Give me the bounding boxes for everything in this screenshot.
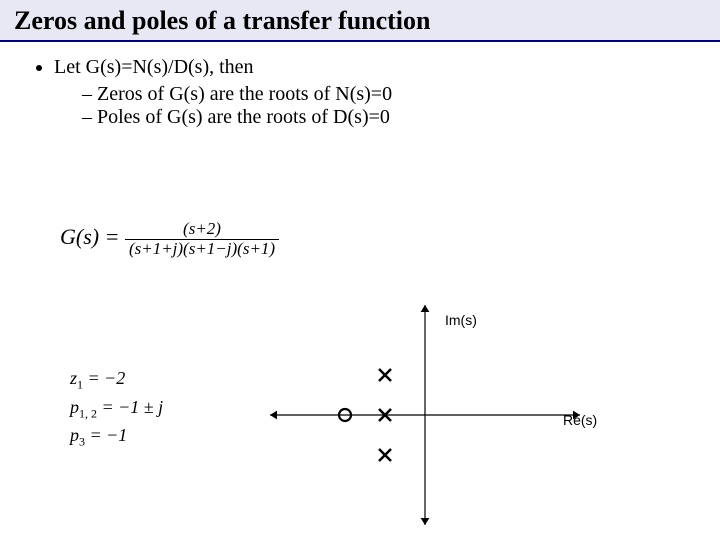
pole-12-sym: p — [70, 397, 79, 417]
equation-lhs: G(s) = — [60, 224, 125, 249]
pole-3: p3 = −1 — [70, 422, 163, 451]
equation-denominator: (s+1+j)(s+1−j)(s+1) — [125, 240, 279, 259]
pole-12-sub: 1, 2 — [79, 406, 97, 420]
bullet-main-text: Let G(s)=N(s)/D(s), then — [54, 56, 254, 78]
bullet-sublist: Zeros of G(s) are the roots of N(s)=0 Po… — [54, 83, 690, 129]
slide-body: Let G(s)=N(s)/D(s), then Zeros of G(s) a… — [0, 42, 720, 129]
zero-1-sym: z — [70, 368, 77, 388]
slide-title: Zeros and poles of a transfer function — [14, 6, 706, 36]
pole-zero-plot: Im(s) Re(s) — [265, 300, 585, 530]
pole-zero-svg — [265, 300, 585, 530]
equation-fraction: (s+2) (s+1+j)(s+1−j)(s+1) — [125, 220, 279, 258]
pole-12: p1, 2 = −1 ± j — [70, 394, 163, 423]
bullet-sub-2: Poles of G(s) are the roots of D(s)=0 — [82, 106, 690, 129]
slide: Zeros and poles of a transfer function L… — [0, 0, 720, 540]
equation-gs: G(s) = (s+2) (s+1+j)(s+1−j)(s+1) — [60, 220, 279, 258]
bullet-sub-1: Zeros of G(s) are the roots of N(s)=0 — [82, 83, 690, 106]
pole-3-sym: p — [70, 425, 79, 445]
zero-pole-list: z1 = −2 p1, 2 = −1 ± j p3 = −1 — [70, 365, 163, 451]
bullet-main: Let G(s)=N(s)/D(s), then Zeros of G(s) a… — [54, 56, 690, 129]
axis-label-re: Re(s) — [563, 412, 597, 428]
title-bar: Zeros and poles of a transfer function — [0, 0, 720, 42]
pole-3-val: = −1 — [85, 425, 127, 445]
axis-label-im: Im(s) — [445, 312, 477, 328]
bullet-list: Let G(s)=N(s)/D(s), then Zeros of G(s) a… — [30, 56, 690, 129]
equation-numerator: (s+2) — [125, 220, 279, 240]
zero-1-val: = −2 — [83, 368, 125, 388]
pole-12-val: = −1 ± j — [97, 397, 163, 417]
zero-1: z1 = −2 — [70, 365, 163, 394]
